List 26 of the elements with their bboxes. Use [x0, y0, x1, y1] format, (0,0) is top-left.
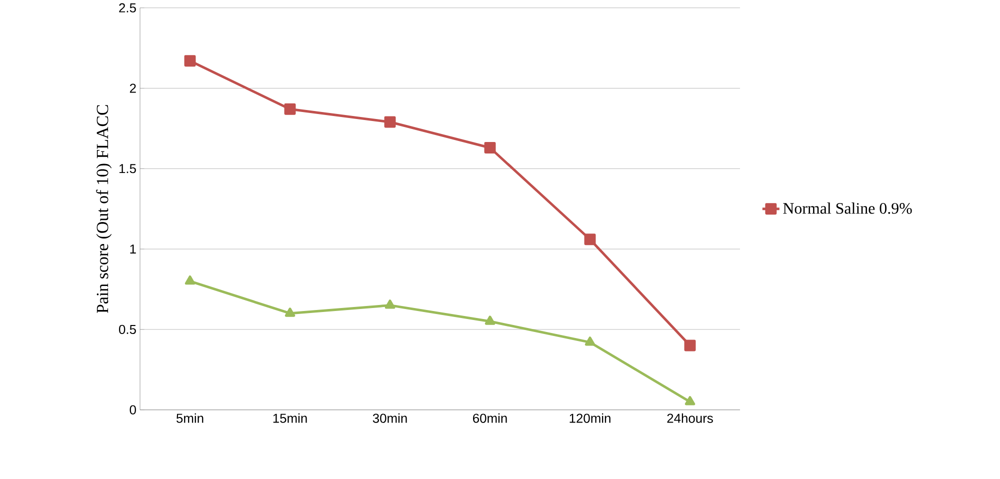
point: [184, 55, 196, 67]
point: [484, 316, 496, 325]
x-tick-label: 24hours: [667, 413, 713, 423]
y-tick-label: 0: [130, 405, 136, 414]
point: [184, 275, 196, 285]
y-tick-label: 2: [130, 84, 136, 93]
legend-label: Normal Saline 0.9%: [783, 202, 912, 214]
point: [384, 116, 396, 128]
y-tick-label: 1: [130, 244, 136, 254]
x-tick-label: 5min: [176, 413, 204, 423]
y-axis-title: Pain score (Out of 10) FLACC: [96, 105, 112, 314]
point: [384, 300, 396, 309]
point: [684, 340, 696, 352]
point: [584, 336, 596, 346]
x-tick-label: 30min: [372, 413, 407, 423]
point: [484, 142, 496, 154]
point: [584, 234, 596, 246]
y-tick-label: 0.5: [118, 324, 136, 334]
x-tick-label: 120min: [570, 413, 610, 423]
point: [284, 103, 296, 115]
y-tick-label: 1.5: [119, 164, 136, 174]
x-tick-label: 60min: [473, 413, 507, 423]
x-tick-label: 15min: [273, 413, 307, 423]
y-tick-label: 2.5: [119, 3, 136, 12]
point: [684, 396, 696, 406]
point: [284, 308, 296, 317]
